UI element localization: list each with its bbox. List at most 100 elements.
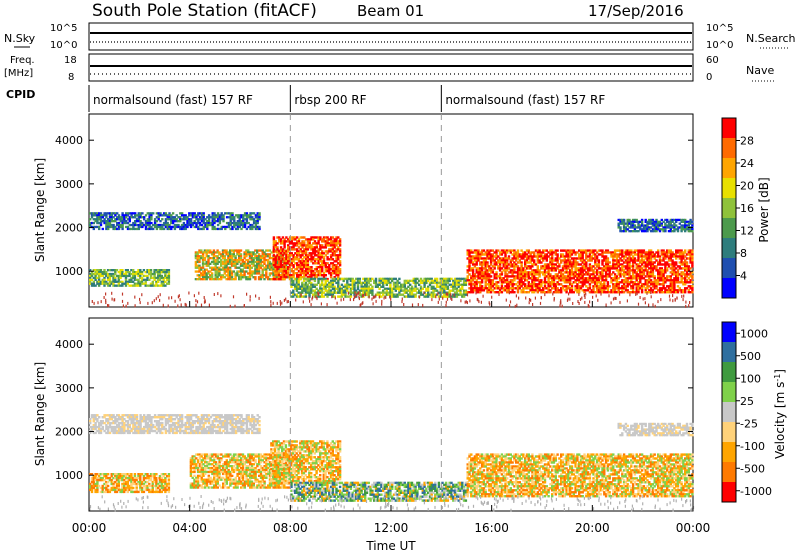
scatter-cell xyxy=(227,223,231,227)
scatter-cell xyxy=(340,293,344,296)
scatter-cell xyxy=(103,218,106,221)
scatter-cell xyxy=(306,260,310,263)
scatter-cell xyxy=(427,285,430,288)
scatter-cell xyxy=(296,272,299,275)
scatter-cell xyxy=(317,260,320,263)
scatter-cell xyxy=(326,238,329,241)
scatter-cell xyxy=(148,272,151,276)
scatter-cell xyxy=(549,253,552,256)
scatter-cell xyxy=(337,256,340,259)
scatter-cell xyxy=(124,282,128,285)
scatter-cell xyxy=(281,240,285,243)
scatter-cell xyxy=(491,279,495,282)
scatter-cell xyxy=(435,277,439,281)
scatter-cell xyxy=(250,272,253,275)
scatter-cell xyxy=(540,285,543,288)
scatter-cell xyxy=(234,264,237,267)
scatter-cell xyxy=(594,283,597,286)
scatter-cell xyxy=(331,266,335,269)
scatter-cell xyxy=(551,277,554,280)
scatter-cell xyxy=(152,223,155,227)
scatter-cell xyxy=(324,289,327,292)
scatter-cell xyxy=(193,225,196,229)
scatter-cell xyxy=(344,289,347,292)
scatter-cell xyxy=(292,291,295,294)
scatter-cell xyxy=(329,272,333,275)
scatter-cell xyxy=(633,259,637,262)
scatter-cell xyxy=(263,253,266,256)
scatter-cell xyxy=(281,250,285,253)
scatter-cell xyxy=(477,289,480,292)
scatter-cell xyxy=(283,277,286,281)
scatter-cell xyxy=(153,271,156,274)
scatter-cell xyxy=(452,285,455,288)
scatter-cell xyxy=(319,248,322,251)
scatter-cell xyxy=(198,227,202,231)
scatter-cell xyxy=(166,278,169,281)
scatter-cell xyxy=(313,293,317,296)
scatter-cell xyxy=(576,267,579,270)
scatter-cell xyxy=(364,291,367,294)
scatter-cell xyxy=(640,283,644,286)
scatter-cell xyxy=(306,258,310,261)
scatter-cell xyxy=(405,279,408,283)
scatter-cell xyxy=(640,255,644,258)
scatter-cell xyxy=(624,289,628,292)
scatter-cell xyxy=(128,284,131,287)
scatter-cell xyxy=(466,269,469,272)
scatter-cell xyxy=(202,227,205,231)
scatter-cell xyxy=(331,283,335,286)
scatter-cell xyxy=(658,255,662,258)
scatter-cell xyxy=(214,274,217,277)
scatter-cell xyxy=(572,249,575,252)
scatter-cell xyxy=(230,258,234,262)
scatter-cell xyxy=(216,214,220,217)
scatter-cell xyxy=(177,225,180,229)
scatter-cell xyxy=(116,221,119,225)
scatter-cell xyxy=(570,285,574,288)
scatter-cell xyxy=(446,295,450,298)
scatter-cell xyxy=(462,289,466,292)
scatter-cell xyxy=(682,267,685,270)
scatter-cell xyxy=(443,281,446,285)
scatter-cell xyxy=(232,253,235,256)
scatter-cell xyxy=(631,287,635,290)
scatter-cell xyxy=(306,285,309,288)
scatter-cell xyxy=(551,287,554,290)
scatter-cell xyxy=(297,254,301,257)
scatter-cell xyxy=(90,284,94,287)
scatter-cell xyxy=(601,269,604,272)
scatter-cell xyxy=(310,289,313,292)
scatter-cell xyxy=(651,281,655,284)
scatter-cell xyxy=(479,251,482,254)
scatter-cell xyxy=(130,280,133,283)
scatter-cell xyxy=(308,279,311,283)
scatter-cell xyxy=(687,269,690,272)
scatter-cell xyxy=(479,261,482,264)
scatter-cell xyxy=(144,225,148,229)
scatter-cell xyxy=(657,222,660,225)
scatter-cell xyxy=(551,255,554,258)
scatter-cell xyxy=(622,261,626,264)
scatter-cell xyxy=(488,269,491,272)
scatter-cell xyxy=(626,269,629,272)
scatter-cell xyxy=(252,270,255,273)
scatter-cell xyxy=(527,271,530,274)
scatter-cell xyxy=(524,251,527,254)
scatter-cell xyxy=(265,272,268,275)
scatter-cell xyxy=(94,276,97,280)
scatter-cell xyxy=(303,256,306,259)
scatter-cell xyxy=(337,236,340,239)
scatter-cell xyxy=(504,267,507,270)
scatter-cell xyxy=(533,251,536,254)
scatter-cell xyxy=(304,272,308,275)
scatter-cell xyxy=(588,251,592,254)
scatter-cell xyxy=(293,283,297,286)
scatter-cell xyxy=(578,255,581,258)
scatter-cell xyxy=(337,276,340,279)
scatter-cell xyxy=(648,267,651,270)
scatter-cell xyxy=(234,227,238,231)
scatter-cell xyxy=(369,291,372,294)
scatter-cell xyxy=(592,271,595,274)
scatter-cell xyxy=(412,289,415,292)
